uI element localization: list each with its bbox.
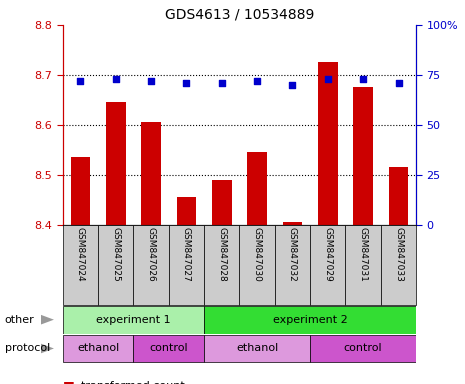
- Text: GSM847029: GSM847029: [323, 227, 332, 282]
- Bar: [310, 334, 416, 362]
- Point: [112, 76, 120, 82]
- Bar: [169, 225, 204, 305]
- Point: [147, 78, 155, 84]
- Text: GSM847032: GSM847032: [288, 227, 297, 282]
- Bar: [283, 222, 302, 225]
- Bar: [204, 334, 310, 362]
- Text: GSM847024: GSM847024: [76, 227, 85, 282]
- Text: GSM847033: GSM847033: [394, 227, 403, 282]
- Point: [289, 82, 296, 88]
- Bar: [204, 225, 239, 305]
- Bar: [275, 225, 310, 305]
- Text: protocol: protocol: [5, 343, 50, 354]
- Point: [359, 76, 367, 82]
- Bar: [239, 225, 275, 305]
- Text: experiment 2: experiment 2: [273, 314, 347, 325]
- Bar: [133, 225, 169, 305]
- Bar: [389, 167, 408, 225]
- Text: ethanol: ethanol: [236, 343, 278, 354]
- Bar: [204, 306, 416, 333]
- Bar: [318, 63, 338, 225]
- Bar: [345, 225, 381, 305]
- Bar: [106, 103, 126, 225]
- Bar: [63, 225, 98, 305]
- Point: [77, 78, 84, 84]
- Bar: [71, 157, 90, 225]
- Polygon shape: [41, 344, 54, 353]
- Bar: [212, 180, 232, 225]
- Text: ethanol: ethanol: [77, 343, 119, 354]
- Bar: [98, 225, 133, 305]
- Text: GSM847027: GSM847027: [182, 227, 191, 282]
- Text: GSM847030: GSM847030: [252, 227, 262, 282]
- Text: transformed count: transformed count: [81, 381, 185, 384]
- Polygon shape: [41, 315, 54, 324]
- Bar: [63, 306, 204, 333]
- Point: [183, 80, 190, 86]
- Text: experiment 1: experiment 1: [96, 314, 171, 325]
- Point: [324, 76, 332, 82]
- Text: other: other: [5, 314, 34, 325]
- Text: GSM847028: GSM847028: [217, 227, 226, 282]
- Point: [218, 80, 226, 86]
- Bar: [247, 152, 267, 225]
- Text: control: control: [149, 343, 188, 354]
- Bar: [310, 225, 345, 305]
- Bar: [63, 334, 133, 362]
- Text: control: control: [344, 343, 383, 354]
- Bar: [381, 225, 416, 305]
- Text: ■: ■: [63, 379, 74, 384]
- Text: GSM847026: GSM847026: [146, 227, 156, 282]
- Bar: [133, 334, 204, 362]
- Bar: [353, 87, 373, 225]
- Title: GDS4613 / 10534889: GDS4613 / 10534889: [165, 7, 314, 21]
- Text: GSM847025: GSM847025: [111, 227, 120, 282]
- Point: [395, 80, 402, 86]
- Bar: [177, 197, 196, 225]
- Point: [253, 78, 261, 84]
- Bar: [141, 122, 161, 225]
- Text: GSM847031: GSM847031: [359, 227, 368, 282]
